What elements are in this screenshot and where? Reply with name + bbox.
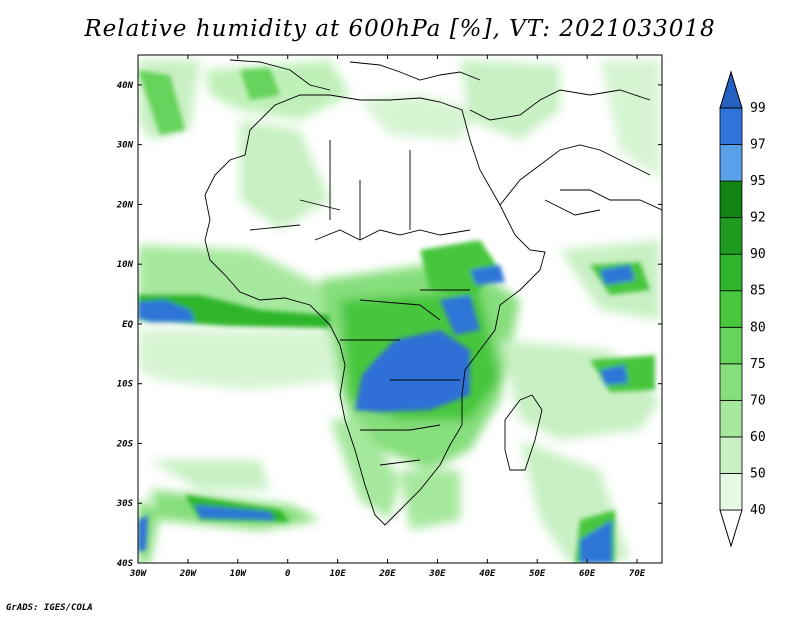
colorbar-segment bbox=[719, 363, 743, 401]
colorbar-label: 99 bbox=[750, 101, 766, 116]
lon-tick-label: 70E bbox=[629, 569, 646, 579]
colorbar-segment bbox=[719, 217, 743, 255]
humidity-field bbox=[138, 60, 660, 563]
colorbar-segment bbox=[719, 107, 743, 145]
lon-tick-label: 20W bbox=[179, 569, 198, 579]
colorbar: 40 50 60 70 75 80 85 90 92 95 97 99 bbox=[719, 70, 766, 548]
colorbar-label: 75 bbox=[750, 357, 766, 372]
colorbar-segment bbox=[719, 399, 743, 438]
lon-tick-label: 50E bbox=[529, 569, 546, 579]
lon-tick-label: 10E bbox=[329, 569, 346, 579]
lat-tick-label: 10S bbox=[117, 380, 134, 390]
lon-tick-label: 60E bbox=[579, 569, 596, 579]
colorbar-label: 92 bbox=[750, 211, 766, 226]
colorbar-segment bbox=[719, 436, 743, 474]
lat-tick-label: 30S bbox=[116, 499, 134, 509]
latitude-axis: 40N 30N 20N 10N EQ 10S 20S 30S 40S bbox=[116, 81, 662, 569]
colorbar-segment bbox=[719, 326, 743, 365]
lat-tick-label: 10N bbox=[117, 260, 134, 270]
lon-tick-label: 20E bbox=[378, 569, 396, 579]
colorbar-segment bbox=[719, 253, 743, 292]
colorbar-segment bbox=[719, 290, 743, 328]
coastlines bbox=[204, 59, 662, 526]
colorbar-low-triangle bbox=[719, 509, 743, 548]
colorbar-label: 80 bbox=[750, 320, 766, 335]
lat-tick-label: 20N bbox=[116, 200, 134, 210]
colorbar-label: 90 bbox=[750, 247, 766, 262]
colorbar-label: 60 bbox=[750, 430, 766, 445]
colorbar-label: 40 bbox=[750, 503, 766, 518]
lat-tick-label: EQ bbox=[122, 320, 133, 330]
lat-tick-label: 20S bbox=[116, 439, 134, 449]
credit-label: GrADS: IGES/COLA bbox=[6, 603, 93, 613]
colorbar-label: 85 bbox=[750, 284, 766, 299]
colorbar-label: 95 bbox=[750, 174, 766, 189]
colorbar-segment bbox=[719, 180, 743, 219]
colorbar-label: 70 bbox=[750, 393, 766, 408]
map-frame bbox=[137, 54, 663, 564]
colorbar-segment bbox=[719, 473, 743, 511]
lon-tick-label: 0 bbox=[285, 569, 291, 579]
colorbar-label: 50 bbox=[750, 466, 766, 481]
colorbar-segment bbox=[719, 144, 743, 182]
lat-tick-label: 40S bbox=[117, 559, 134, 569]
lon-tick-label: 30E bbox=[428, 569, 446, 579]
colorbar-high-triangle bbox=[719, 70, 743, 109]
map-title: Relative humidity at 600hPa [%], VT: 202… bbox=[84, 16, 716, 42]
longitude-axis: 30W 20W 10W 0 10E 20E 30E 40E 50E 60E 70E bbox=[129, 55, 646, 579]
lon-tick-label: 40E bbox=[479, 569, 496, 579]
lon-tick-label: 30W bbox=[129, 569, 148, 579]
lon-tick-label: 10W bbox=[230, 569, 248, 579]
lat-tick-label: 40N bbox=[117, 81, 134, 91]
colorbar-label: 97 bbox=[750, 138, 766, 153]
lat-tick-label: 30N bbox=[116, 141, 134, 151]
